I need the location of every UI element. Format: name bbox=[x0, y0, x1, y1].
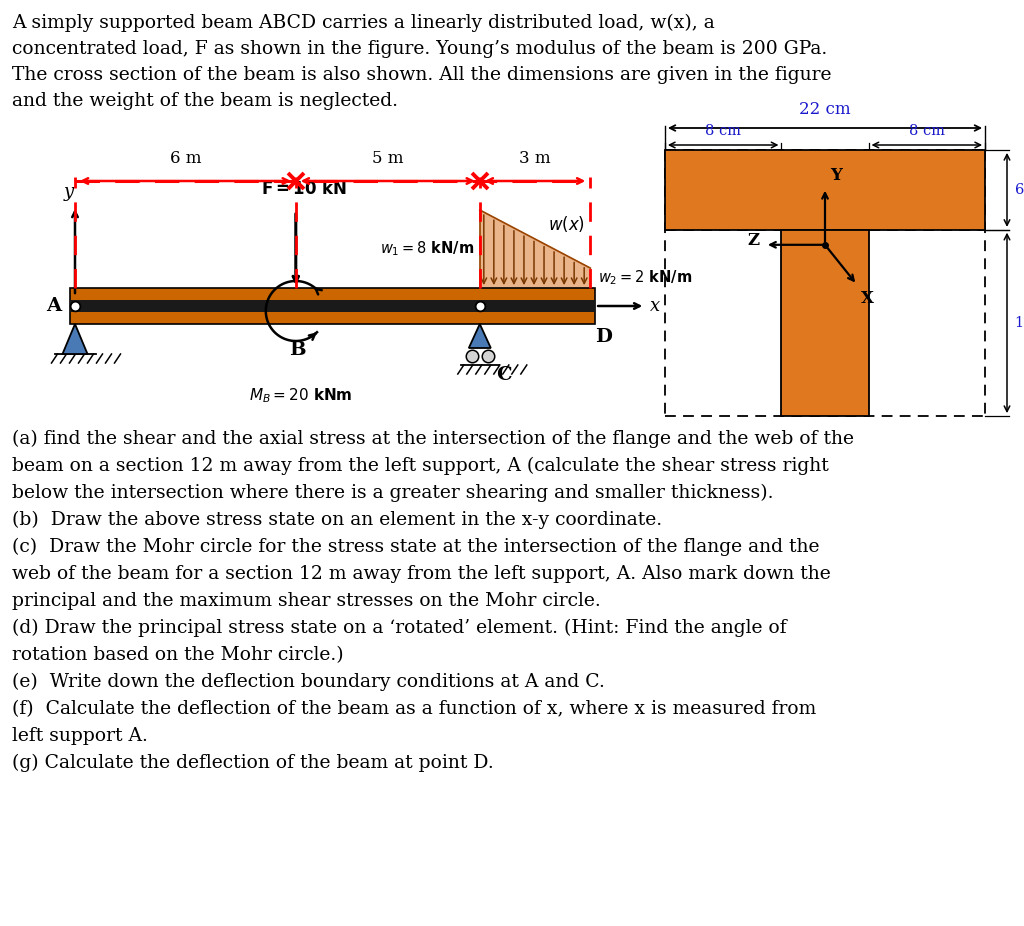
Polygon shape bbox=[62, 324, 87, 354]
Text: left support A.: left support A. bbox=[12, 727, 147, 745]
Text: (c)  Draw the Mohr circle for the stress state at the intersection of the flange: (c) Draw the Mohr circle for the stress … bbox=[12, 538, 819, 557]
Text: (e)  Write down the deflection boundary conditions at A and C.: (e) Write down the deflection boundary c… bbox=[12, 673, 605, 691]
Text: and the weight of the beam is neglected.: and the weight of the beam is neglected. bbox=[12, 92, 398, 110]
Text: 8 cm: 8 cm bbox=[706, 124, 741, 138]
Text: (g) Calculate the deflection of the beam at point D.: (g) Calculate the deflection of the beam… bbox=[12, 754, 494, 772]
Text: $\mathbf{F = 10\ kN}$: $\mathbf{F = 10\ kN}$ bbox=[261, 180, 347, 198]
Text: 5 m: 5 m bbox=[372, 150, 403, 167]
Bar bbox=[665, 150, 985, 230]
Text: Z: Z bbox=[748, 232, 760, 249]
Text: B: B bbox=[290, 341, 306, 359]
Text: 14 cm: 14 cm bbox=[1015, 316, 1024, 330]
Text: 6 cm: 6 cm bbox=[1015, 183, 1024, 197]
Bar bbox=[70, 300, 595, 312]
Text: Y: Y bbox=[830, 167, 842, 183]
Text: C: C bbox=[496, 366, 511, 384]
Text: x: x bbox=[650, 297, 660, 315]
Text: 3 m: 3 m bbox=[519, 150, 551, 167]
Text: 22 cm: 22 cm bbox=[799, 101, 851, 118]
Text: y: y bbox=[63, 183, 74, 201]
Text: concentrated load, F as shown in the figure. Young’s modulus of the beam is 200 : concentrated load, F as shown in the fig… bbox=[12, 40, 827, 58]
Bar bbox=[70, 288, 595, 324]
Text: rotation based on the Mohr circle.): rotation based on the Mohr circle.) bbox=[12, 646, 344, 664]
Text: D: D bbox=[595, 328, 612, 346]
Text: $w_2 = 2\ \mathbf{kN/m}$: $w_2 = 2\ \mathbf{kN/m}$ bbox=[598, 269, 692, 287]
Text: $M_B = 20\ \mathbf{kNm}$: $M_B = 20\ \mathbf{kNm}$ bbox=[249, 386, 352, 405]
Text: (f)  Calculate the deflection of the beam as a function of x, where x is measure: (f) Calculate the deflection of the beam… bbox=[12, 700, 816, 718]
Text: beam on a section 12 m away from the left support, A (calculate the shear stress: beam on a section 12 m away from the lef… bbox=[12, 457, 828, 475]
Polygon shape bbox=[469, 324, 490, 348]
Text: 8 cm: 8 cm bbox=[909, 124, 945, 138]
Text: 6 m: 6 m bbox=[170, 150, 201, 167]
Text: principal and the maximum shear stresses on the Mohr circle.: principal and the maximum shear stresses… bbox=[12, 592, 601, 610]
Text: X: X bbox=[861, 290, 874, 307]
Text: The cross section of the beam is also shown. All the dimensions are given in the: The cross section of the beam is also sh… bbox=[12, 66, 831, 84]
Text: $w_1 = 8\ \mathbf{kN/m}$: $w_1 = 8\ \mathbf{kN/m}$ bbox=[381, 240, 475, 258]
Text: web of the beam for a section 12 m away from the left support, A. Also mark down: web of the beam for a section 12 m away … bbox=[12, 565, 830, 583]
Text: below the intersection where there is a greater shearing and smaller thickness).: below the intersection where there is a … bbox=[12, 484, 773, 502]
Bar bbox=[781, 230, 868, 416]
Text: (b)  Draw the above stress state on an element in the x-y coordinate.: (b) Draw the above stress state on an el… bbox=[12, 511, 663, 530]
Text: $w(x)$: $w(x)$ bbox=[548, 214, 586, 234]
Text: A: A bbox=[46, 297, 61, 315]
Text: (d) Draw the principal stress state on a ‘rotated’ element. (Hint: Find the angl: (d) Draw the principal stress state on a… bbox=[12, 619, 786, 637]
Text: A simply supported beam ABCD carries a linearly distributed load, w(x), a: A simply supported beam ABCD carries a l… bbox=[12, 14, 715, 32]
Text: (a) find the shear and the axial stress at the intersection of the flange and th: (a) find the shear and the axial stress … bbox=[12, 430, 854, 448]
